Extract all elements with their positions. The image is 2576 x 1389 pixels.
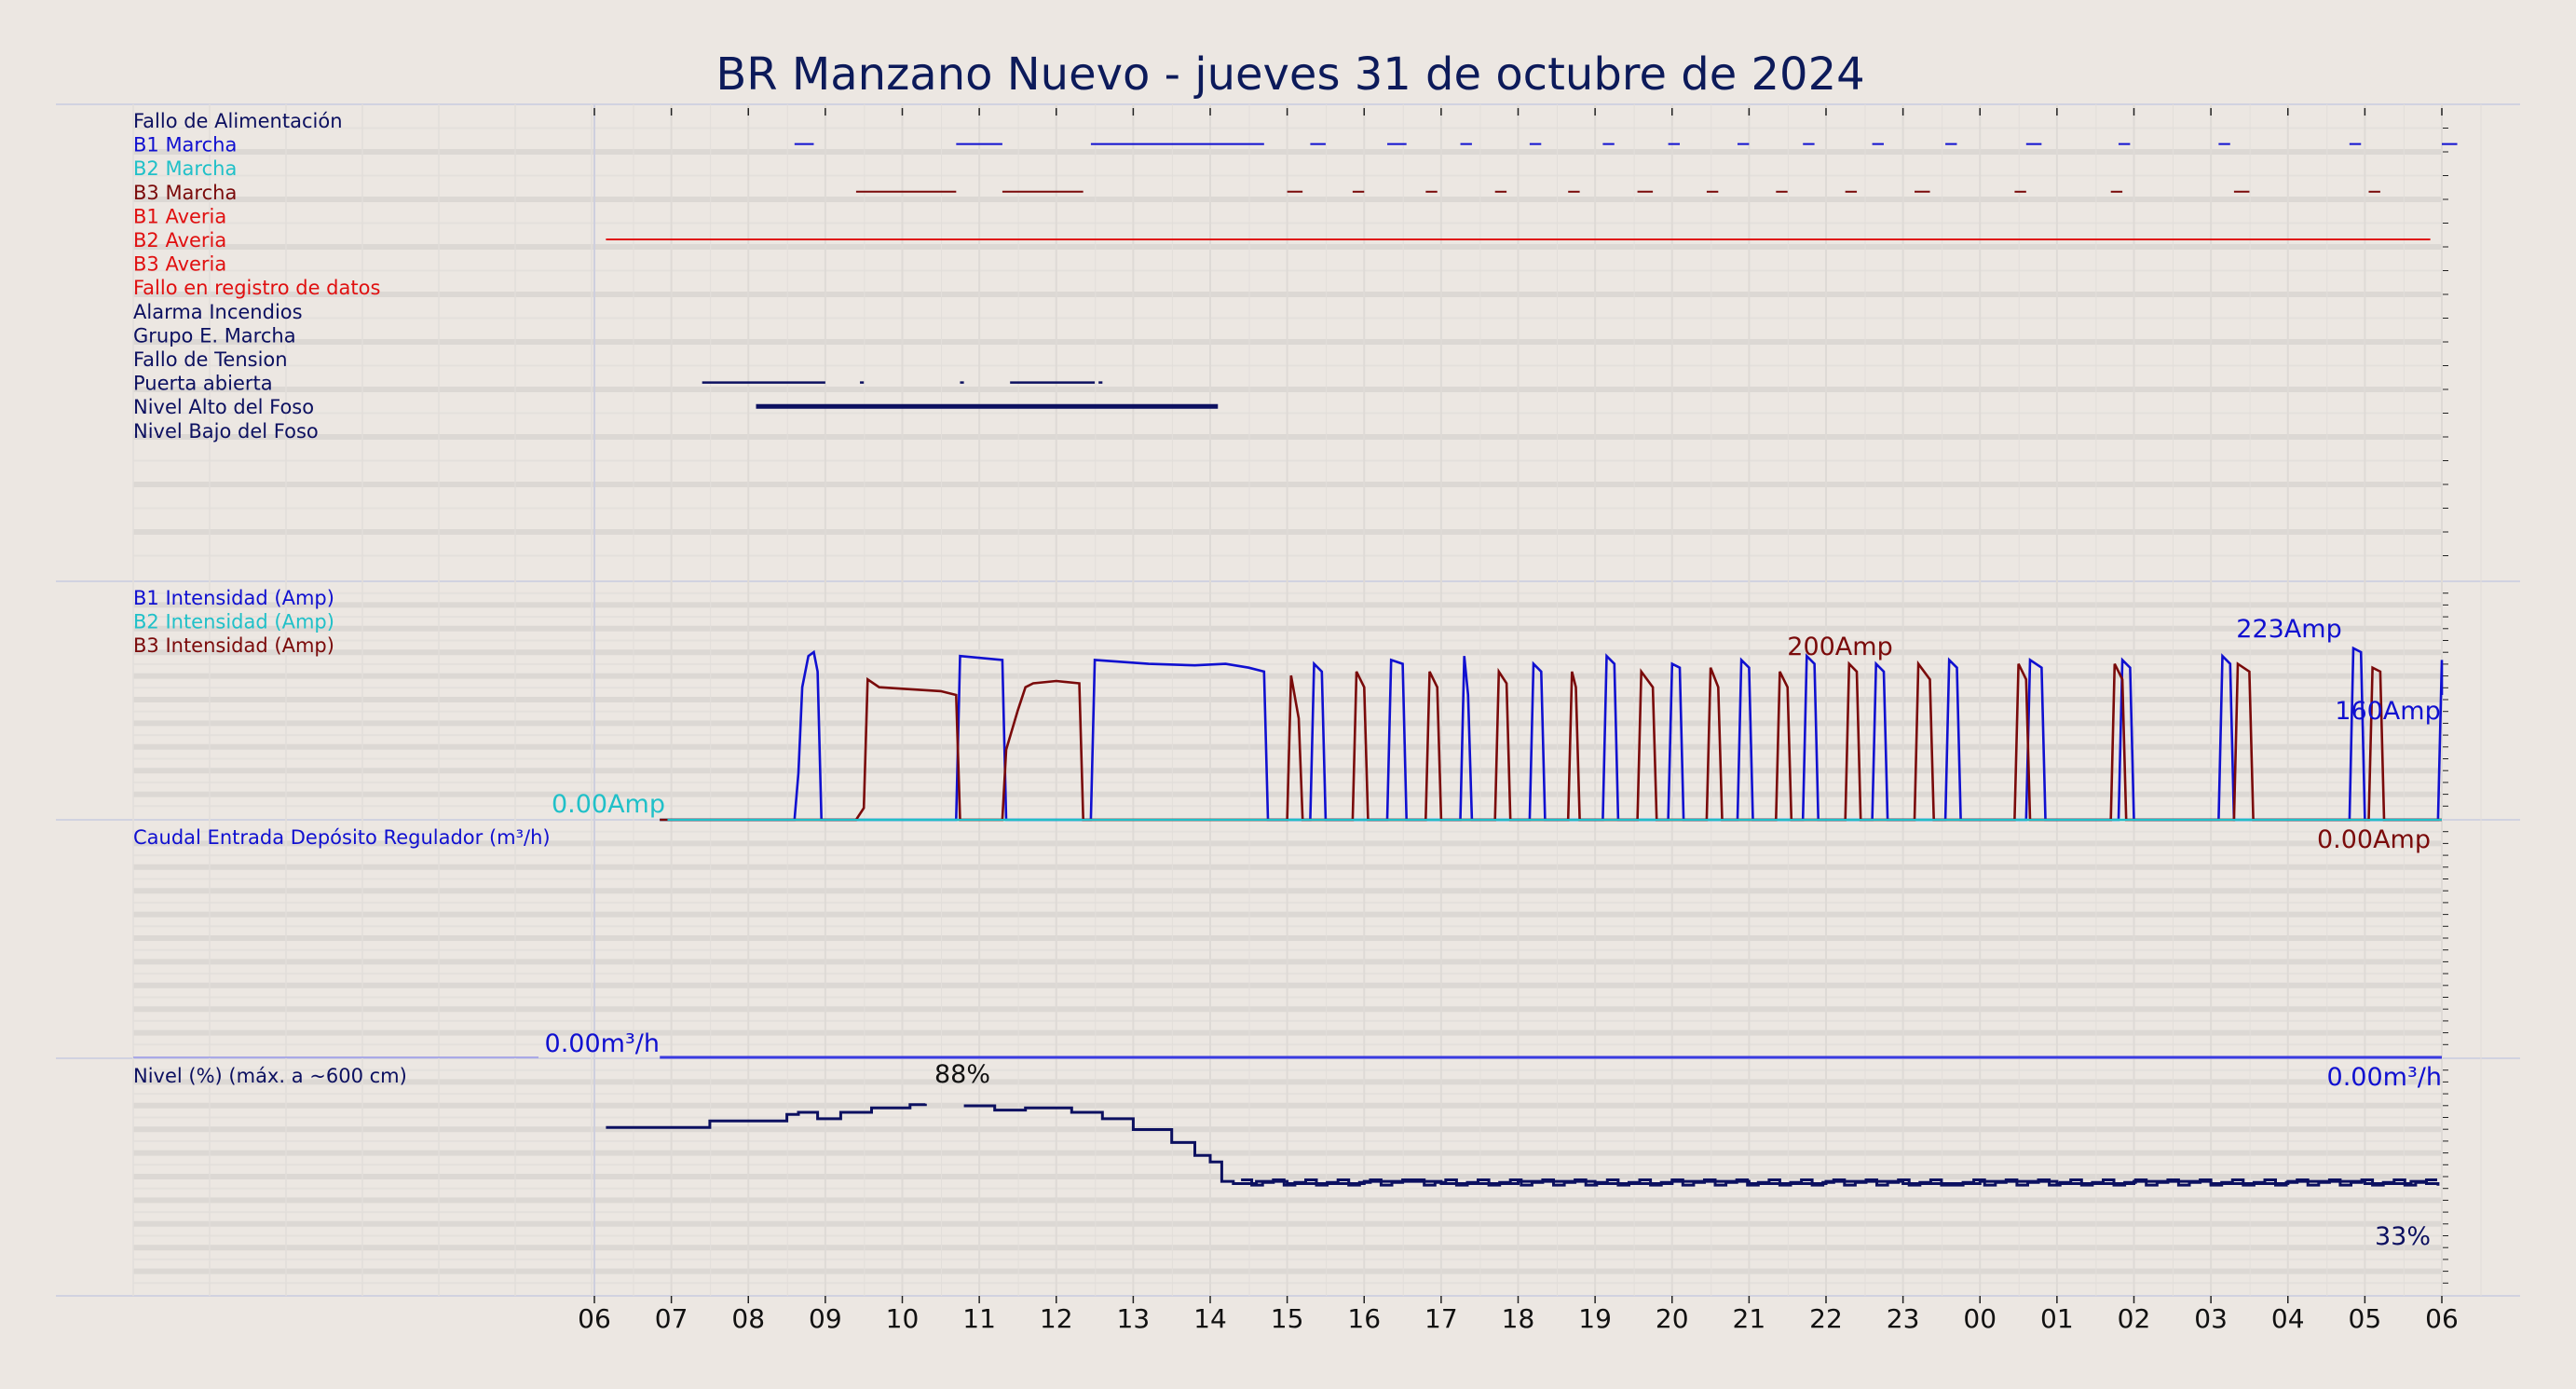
current-label: B2 Intensidad (Amp) bbox=[133, 611, 334, 633]
grid bbox=[56, 103, 2520, 1297]
flow-annotation: 0.00m³/h bbox=[545, 1029, 660, 1058]
status-label: Fallo de Alimentación bbox=[133, 110, 343, 132]
current-annotation: 200Amp bbox=[1787, 633, 1892, 661]
level-series-detail bbox=[1241, 1178, 2437, 1187]
current-label: B1 Intensidad (Amp) bbox=[133, 587, 334, 609]
status-label: B1 Averia bbox=[133, 205, 226, 227]
x-tick-label: 18 bbox=[1502, 1303, 1535, 1334]
x-tick-label: 21 bbox=[1733, 1303, 1766, 1334]
status-label: Alarma Incendios bbox=[133, 301, 303, 323]
current-panel: B1 Intensidad (Amp)B2 Intensidad (Amp)B3… bbox=[133, 587, 2444, 854]
x-tick-label: 20 bbox=[1656, 1303, 1689, 1334]
flow-label: Caudal Entrada Depósito Regulador (m³/h) bbox=[133, 826, 551, 849]
x-tick-label: 07 bbox=[655, 1303, 688, 1334]
level-panel: Nivel (%) (máx. a ~600 cm) 88% 33% bbox=[133, 1060, 2440, 1251]
current-annotation: 160Amp bbox=[2335, 697, 2440, 726]
x-tick-label: 23 bbox=[1887, 1303, 1920, 1334]
level-annotation: 88% bbox=[934, 1060, 990, 1089]
flow-panel: Caudal Entrada Depósito Regulador (m³/h)… bbox=[133, 826, 2442, 1092]
status-label: Nivel Alto del Foso bbox=[133, 396, 314, 418]
status-label: B3 Averia bbox=[133, 253, 226, 276]
flow-annotation: 0.00m³/h bbox=[2327, 1063, 2442, 1092]
status-label: Fallo de Tension bbox=[133, 348, 288, 371]
status-label: B3 Marcha bbox=[133, 182, 237, 204]
status-label: Fallo en registro de datos bbox=[133, 277, 380, 299]
x-tick-label: 12 bbox=[1040, 1303, 1073, 1334]
x-tick-label: 13 bbox=[1117, 1303, 1151, 1334]
x-tick-label: 00 bbox=[1963, 1303, 1997, 1334]
x-tick-label: 05 bbox=[2349, 1303, 2382, 1334]
level-annotation: 33% bbox=[2375, 1222, 2431, 1251]
x-tick-label: 15 bbox=[1271, 1303, 1304, 1334]
x-tick-label: 10 bbox=[886, 1303, 920, 1334]
status-label: Grupo E. Marcha bbox=[133, 324, 296, 347]
x-tick-label: 02 bbox=[2118, 1303, 2151, 1334]
x-tick-label: 08 bbox=[731, 1303, 765, 1334]
x-tick-label: 11 bbox=[962, 1303, 996, 1334]
x-tick-label: 16 bbox=[1347, 1303, 1381, 1334]
x-tick-label: 06 bbox=[578, 1303, 611, 1334]
x-tick-label: 01 bbox=[2040, 1303, 2074, 1334]
status-label: Puerta abierta bbox=[133, 373, 273, 395]
current-annotation: 0.00Amp bbox=[2317, 825, 2431, 854]
chart-title: BR Manzano Nuevo - jueves 31 de octubre … bbox=[716, 48, 1864, 101]
status-label: B2 Averia bbox=[133, 229, 226, 252]
status-label: B2 Marcha bbox=[133, 157, 237, 180]
x-tick-label: 03 bbox=[2194, 1303, 2228, 1334]
status-label: B1 Marcha bbox=[133, 134, 237, 157]
x-tick-label: 17 bbox=[1424, 1303, 1458, 1334]
x-axis: 06 07 08 09 10 11 12 13 14 15 16 17 18 19 20 21 22 23 00 01… bbox=[578, 1296, 2459, 1334]
x-tick-label: 19 bbox=[1578, 1303, 1612, 1334]
level-label: Nivel (%) (máx. a ~600 cm) bbox=[133, 1065, 407, 1087]
x-tick-label: 22 bbox=[1809, 1303, 1843, 1334]
x-tick-label: 14 bbox=[1193, 1303, 1227, 1334]
x-tick-label: 09 bbox=[809, 1303, 842, 1334]
status-label: Nivel Bajo del Foso bbox=[133, 420, 319, 443]
current-annotation: 223Amp bbox=[2236, 615, 2341, 644]
current-label: B3 Intensidad (Amp) bbox=[133, 634, 334, 657]
x-tick-label: 04 bbox=[2271, 1303, 2305, 1334]
current-annotation: 0.00Amp bbox=[552, 790, 665, 819]
x-tick-label: 06 bbox=[2425, 1303, 2459, 1334]
level-series-line bbox=[606, 1103, 2440, 1186]
